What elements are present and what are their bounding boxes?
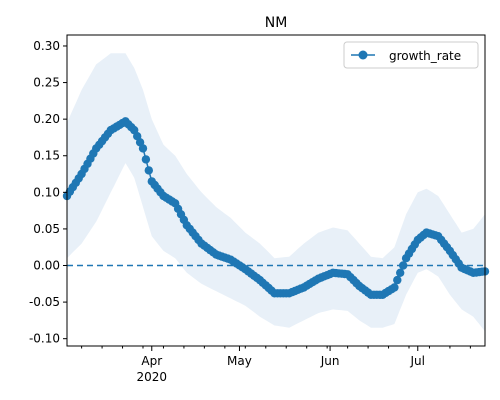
plot-frame: [66, 34, 486, 347]
x-tick-label: Jun: [320, 354, 340, 368]
x-tick-year-label: 2020: [136, 370, 167, 384]
legend-point-marker: [358, 50, 368, 60]
legend-label: growth_rate: [389, 49, 461, 63]
data-point: [399, 261, 408, 270]
data-point: [138, 144, 148, 153]
y-tick-label: 0.15: [33, 149, 60, 163]
y-tick-label: 0.30: [33, 39, 60, 53]
data-point: [396, 268, 405, 277]
plot-area: -0.10 -0.05 0.00 0.05 0.10 0.15 0.20 0.25 0.30 Ap…: [29, 34, 490, 384]
x-tick-label: May: [227, 354, 252, 368]
y-tick-label: 0.00: [33, 259, 60, 273]
chart-title: NM: [265, 15, 288, 31]
x-tick-label: Apr: [141, 354, 162, 368]
legend-box: [343, 41, 479, 69]
x-tick-label: Jul: [410, 354, 425, 368]
y-tick-label: -0.10: [29, 332, 60, 346]
data-point: [393, 275, 402, 285]
y-tick-label: 0.05: [33, 222, 60, 236]
data-point: [390, 283, 399, 292]
data-point: [144, 166, 153, 175]
y-tick-label: 0.25: [33, 76, 60, 90]
legend: growth_rate: [343, 41, 479, 69]
confidence-band: [67, 53, 485, 332]
y-tick-label: 0.20: [33, 112, 60, 126]
y-tick-label: 0.10: [33, 185, 60, 199]
data-point: [141, 155, 151, 164]
y-tick-label: -0.05: [29, 295, 60, 309]
